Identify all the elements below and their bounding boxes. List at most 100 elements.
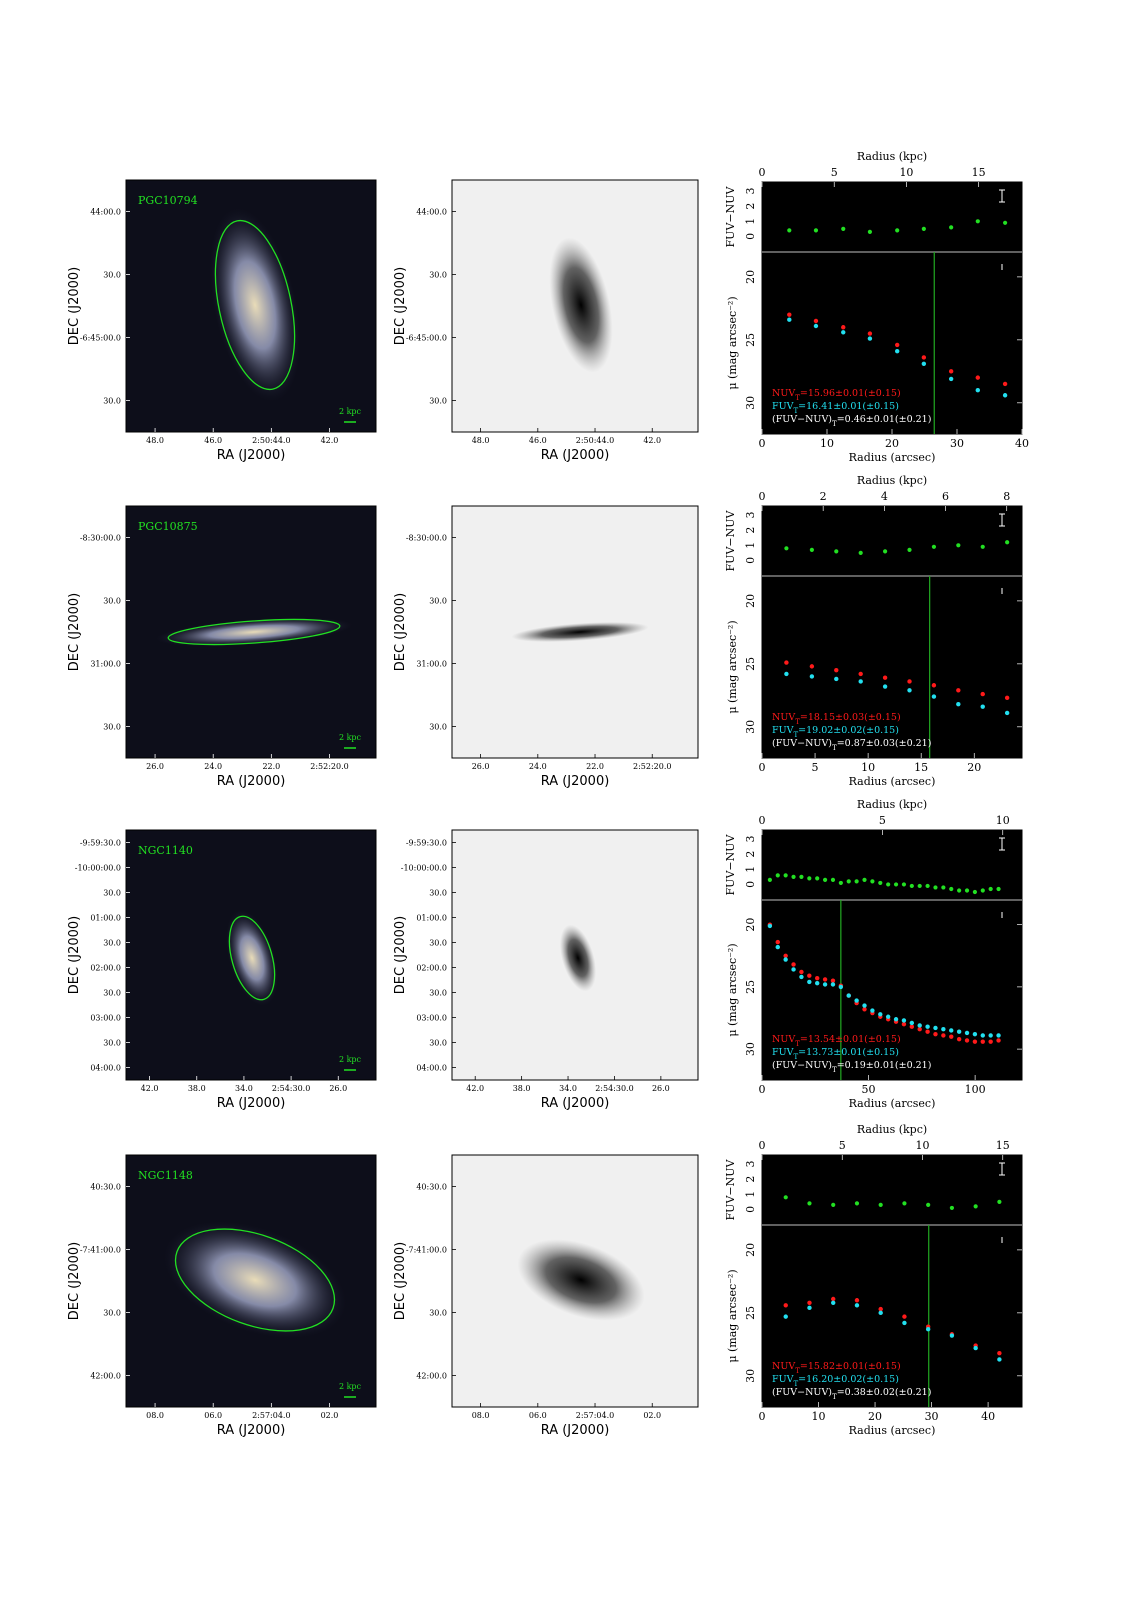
color-point	[1005, 540, 1010, 545]
dec-tick-label: -8:30:00.0	[406, 534, 447, 543]
nuv-point	[956, 688, 961, 693]
ra-tick-label: 34.0	[235, 1084, 253, 1093]
nuv-point	[933, 1031, 938, 1037]
color-point	[956, 543, 961, 548]
color-point	[973, 1204, 978, 1209]
color-point	[997, 1199, 1002, 1204]
nuv-point	[787, 312, 792, 317]
ra-tick-label: 38.0	[188, 1084, 206, 1093]
color-point	[878, 1202, 883, 1207]
fuv-point	[956, 701, 961, 707]
fuv-point	[996, 1033, 1001, 1038]
dec-tick-label: 30.0	[429, 271, 447, 280]
fuv-point	[1004, 710, 1010, 716]
ra-tick-label: 34.0	[559, 1084, 577, 1093]
fuv-point	[949, 1028, 954, 1033]
dec-tick-label: -9:59:30.0	[80, 839, 121, 848]
color-point	[809, 547, 814, 552]
color-total: (FUV−NUV)T=0.46±0.01(±0.21)	[772, 414, 931, 428]
ra-tick-label: 22.0	[586, 762, 604, 771]
fuv-point	[791, 967, 796, 972]
color-axis-label: FUV−NUV	[724, 1158, 737, 1220]
ra-tick-label: 08.0	[472, 1411, 490, 1420]
color-point	[854, 1201, 860, 1206]
color-point	[787, 228, 792, 233]
arcsec-tick-label: 0	[759, 1410, 766, 1423]
ra-tick-label: 2:57:04.0	[576, 1411, 614, 1420]
arcsec-axis-label: Radius (arcsec)	[849, 451, 936, 464]
fuv-point	[975, 388, 980, 393]
fuv-point	[917, 1023, 922, 1028]
dec-tick-label: 40:30.0	[90, 1183, 121, 1192]
dec-tick-label: 03:00.0	[90, 1014, 121, 1023]
sb-tick-label: 30	[744, 1369, 757, 1383]
dec-tick-label: 30.0	[103, 1039, 121, 1048]
galaxy-gray-blob	[517, 1239, 645, 1321]
fuv-point	[831, 1300, 836, 1305]
ra-tick-label: 2:50:44.0	[576, 436, 614, 445]
color-tick-label: 2	[744, 203, 757, 210]
nuv-point	[1004, 695, 1010, 701]
dec-axis-label: DEC (J2000)	[393, 593, 408, 672]
nuv-point	[858, 671, 863, 677]
sb-axis-label: μ (mag arcsec⁻²)	[726, 296, 739, 389]
kpc-tick-label: 5	[839, 1139, 846, 1152]
nuv-point	[799, 969, 804, 975]
ra-axis-label: RA (J2000)	[541, 774, 610, 789]
color-point	[933, 885, 938, 890]
color-point	[901, 882, 907, 887]
color-tick-label: 1	[744, 542, 757, 549]
dec-tick-label: 44:00.0	[416, 208, 447, 217]
galaxy-glow	[163, 1221, 347, 1339]
fuv-point	[1002, 393, 1008, 398]
dec-tick-label: -6:45:00.0	[406, 334, 447, 343]
aperture-ellipse	[174, 1228, 336, 1332]
sb-axis-label: μ (mag arcsec⁻²)	[726, 943, 739, 1036]
color-axis-label: FUV−NUV	[724, 833, 737, 895]
arcsec-tick-label: 15	[914, 761, 928, 774]
nuv-point	[925, 1029, 930, 1034]
fuv-point	[813, 323, 819, 329]
nuv-point	[972, 1039, 978, 1044]
arcsec-axis-label: Radius (arcsec)	[849, 1424, 936, 1437]
nuv-point	[988, 1039, 993, 1044]
nuv-point	[964, 1038, 970, 1043]
dec-axis-label: DEC (J2000)	[67, 593, 82, 672]
dec-tick-label: 30.0	[103, 723, 121, 732]
fuv-point	[980, 704, 985, 709]
color-point	[878, 880, 883, 886]
nuv-point	[841, 325, 846, 330]
fuv-point	[867, 336, 873, 341]
ra-tick-label: 08.0	[146, 1411, 164, 1420]
color-tick-label: 2	[744, 851, 757, 858]
ra-tick-label: 38.0	[513, 1084, 531, 1093]
kpc-tick-label: 10	[915, 1139, 929, 1152]
nuv-point	[921, 355, 927, 360]
kpc-tick-label: 0	[759, 814, 766, 827]
fuv-point	[878, 1310, 883, 1316]
arcsec-tick-label: 40	[981, 1410, 995, 1423]
arcsec-tick-label: 20	[885, 437, 899, 450]
color-point	[964, 888, 970, 893]
color-point	[907, 547, 912, 552]
ra-axis-label: RA (J2000)	[541, 1423, 610, 1438]
ra-axis-label: RA (J2000)	[217, 774, 286, 789]
fuv-point	[822, 982, 828, 987]
ra-tick-label: 42.0	[643, 436, 661, 445]
fuv-total-mag: FUVT=16.41±0.01(±0.15)	[772, 401, 899, 415]
dec-tick-label: 44:00.0	[90, 208, 121, 217]
galaxy-glow	[226, 910, 278, 1006]
ra-tick-label: 46.0	[529, 436, 547, 445]
fuv-point	[925, 1024, 930, 1029]
nuv-point	[809, 664, 815, 669]
color-point	[925, 883, 930, 889]
ra-tick-label: 48.0	[472, 436, 490, 445]
color-total: (FUV−NUV)T=0.19±0.01(±0.21)	[772, 1060, 931, 1074]
arcsec-tick-label: 100	[965, 1083, 986, 1096]
color-tick-label: 1	[744, 866, 757, 873]
dec-tick-label: 02:00.0	[416, 964, 447, 973]
color-point	[980, 888, 985, 893]
galaxy-name: NGC1148	[138, 1169, 193, 1182]
ra-tick-label: 2:50:44.0	[252, 436, 290, 445]
